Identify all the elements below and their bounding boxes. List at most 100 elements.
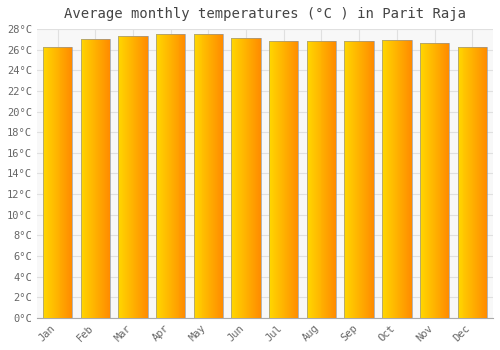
Bar xyxy=(273,41,274,318)
Bar xyxy=(236,38,238,318)
Bar xyxy=(440,43,442,318)
Bar xyxy=(424,43,425,318)
Bar xyxy=(194,34,196,318)
Bar xyxy=(222,34,223,318)
Bar xyxy=(402,40,403,318)
Bar xyxy=(132,36,133,318)
Bar xyxy=(182,34,184,318)
Bar xyxy=(198,34,200,318)
Bar xyxy=(60,47,62,318)
Bar xyxy=(118,36,119,318)
Bar xyxy=(271,41,272,318)
Bar xyxy=(446,43,448,318)
Bar xyxy=(393,40,394,318)
Bar xyxy=(384,40,385,318)
Bar xyxy=(234,38,236,318)
Bar xyxy=(358,41,359,318)
Bar xyxy=(94,39,96,318)
Bar xyxy=(135,36,136,318)
Bar xyxy=(184,34,186,318)
Bar xyxy=(394,40,395,318)
Bar xyxy=(208,34,210,318)
Bar xyxy=(120,36,121,318)
Bar xyxy=(352,41,354,318)
Bar xyxy=(420,43,421,318)
Bar xyxy=(428,43,430,318)
Bar xyxy=(243,38,244,318)
Bar xyxy=(248,38,249,318)
Bar xyxy=(485,47,486,318)
Bar xyxy=(310,41,312,318)
Bar xyxy=(474,47,476,318)
Bar xyxy=(124,36,125,318)
Bar xyxy=(156,34,186,318)
Bar xyxy=(478,47,479,318)
Bar xyxy=(142,36,143,318)
Bar xyxy=(410,40,412,318)
Bar xyxy=(296,41,298,318)
Bar xyxy=(245,38,246,318)
Bar xyxy=(396,40,397,318)
Bar xyxy=(194,34,223,318)
Bar xyxy=(359,41,360,318)
Bar xyxy=(427,43,428,318)
Bar xyxy=(247,38,248,318)
Bar xyxy=(279,41,280,318)
Bar xyxy=(48,47,50,318)
Title: Average monthly temperatures (°C ) in Parit Raja: Average monthly temperatures (°C ) in Pa… xyxy=(64,7,466,21)
Bar xyxy=(436,43,438,318)
Bar xyxy=(360,41,361,318)
Bar xyxy=(96,39,97,318)
Bar xyxy=(62,47,64,318)
Bar xyxy=(165,34,166,318)
Bar xyxy=(220,34,221,318)
Bar xyxy=(397,40,398,318)
Bar xyxy=(277,41,278,318)
Bar xyxy=(366,41,367,318)
Bar xyxy=(420,43,450,318)
Bar xyxy=(367,41,368,318)
Bar xyxy=(254,38,255,318)
Bar xyxy=(382,40,412,318)
Bar xyxy=(80,39,110,318)
Bar xyxy=(460,47,462,318)
Bar xyxy=(432,43,434,318)
Bar xyxy=(159,34,160,318)
Bar xyxy=(276,41,277,318)
Bar xyxy=(408,40,410,318)
Bar xyxy=(444,43,446,318)
Bar xyxy=(326,41,328,318)
Bar xyxy=(242,38,243,318)
Bar xyxy=(52,47,54,318)
Bar xyxy=(257,38,258,318)
Bar xyxy=(143,36,144,318)
Bar xyxy=(130,36,131,318)
Bar xyxy=(214,34,215,318)
Bar xyxy=(314,41,316,318)
Bar xyxy=(479,47,480,318)
Bar xyxy=(458,47,487,318)
Bar xyxy=(399,40,400,318)
Bar xyxy=(244,38,245,318)
Bar xyxy=(164,34,165,318)
Bar xyxy=(363,41,364,318)
Bar xyxy=(241,38,242,318)
Bar xyxy=(438,43,440,318)
Bar xyxy=(294,41,296,318)
Bar xyxy=(373,41,374,318)
Bar xyxy=(82,39,84,318)
Bar xyxy=(482,47,483,318)
Bar xyxy=(308,41,310,318)
Bar xyxy=(170,34,172,318)
Bar xyxy=(307,41,336,318)
Bar xyxy=(387,40,388,318)
Bar xyxy=(168,34,170,318)
Bar xyxy=(285,41,286,318)
Bar xyxy=(398,40,399,318)
Bar xyxy=(101,39,102,318)
Bar xyxy=(66,47,68,318)
Bar xyxy=(68,47,70,318)
Bar xyxy=(269,41,298,318)
Bar xyxy=(106,39,107,318)
Bar xyxy=(131,36,132,318)
